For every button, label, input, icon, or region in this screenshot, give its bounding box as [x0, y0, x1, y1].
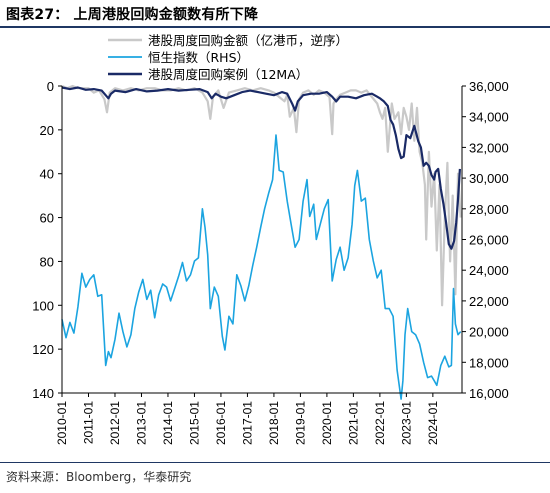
- x-tick-label: 2011-01: [81, 401, 95, 444]
- source-note: 资料来源：Bloomberg，华泰研究: [6, 470, 192, 484]
- right-tick-label: 34,000: [469, 110, 509, 125]
- legend-label-1: 港股周度回购金额（亿港币，逆序）: [148, 33, 348, 48]
- x-tick-label: 2013-01: [134, 401, 148, 445]
- left-tick-label: 120: [32, 342, 54, 357]
- title-divider: [0, 26, 550, 28]
- right-tick-label: 24,000: [469, 263, 509, 278]
- right-tick-label: 20,000: [469, 325, 509, 340]
- x-tick-label: 2017-01: [240, 401, 254, 445]
- left-tick-label: 80: [40, 254, 54, 269]
- right-tick-label: 32,000: [469, 140, 509, 155]
- right-tick-label: 36,000: [469, 79, 509, 94]
- left-tick-label: 0: [47, 79, 54, 94]
- right-tick-label: 30,000: [469, 171, 509, 186]
- left-tick-label: 20: [40, 123, 54, 138]
- footer-divider: [0, 462, 550, 463]
- left-tick-label: 40: [40, 167, 54, 182]
- series-line-3: [61, 86, 461, 250]
- left-tick-label: 60: [40, 211, 54, 226]
- right-tick-label: 28,000: [469, 202, 509, 217]
- right-tick-label: 18,000: [469, 355, 509, 370]
- right-tick-label: 22,000: [469, 294, 509, 309]
- x-tick-label: 2024-01: [426, 401, 440, 445]
- series-line-1: [61, 84, 462, 307]
- legend-label-3: 港股周度回购案例（12MA）: [148, 67, 308, 82]
- x-tick-label: 2020-01: [320, 401, 334, 445]
- x-tick-label: 2022-01: [373, 401, 387, 445]
- x-tick-label: 2014-01: [161, 401, 175, 445]
- legend: 港股周度回购金额（亿港币，逆序） 恒生指数（RHS） 港股周度回购案例（12MA）: [108, 33, 348, 82]
- legend-label-2: 恒生指数（RHS）: [148, 50, 249, 65]
- x-tick-label: 2021-01: [346, 401, 360, 445]
- right-tick-label: 26,000: [469, 233, 509, 248]
- series-line-2: [61, 134, 462, 400]
- x-tick-label: 2010-01: [55, 401, 69, 445]
- x-tick-label: 2023-01: [399, 401, 413, 445]
- figure-title: 图表27： 上周港股回购金额数有所下降: [6, 7, 259, 23]
- left-tick-label: 140: [32, 386, 54, 401]
- series-layer: [61, 84, 462, 400]
- axes-layer: 0 20 40 60 80 100 120 140 16,000 18,000 20,000 22,0…: [32, 79, 508, 445]
- x-tick-label: 2015-01: [187, 401, 201, 445]
- left-tick-label: 100: [32, 298, 54, 313]
- x-tick-label: 2019-01: [293, 401, 307, 445]
- x-tick-label: 2016-01: [214, 401, 228, 445]
- x-tick-label: 2012-01: [108, 401, 122, 445]
- right-tick-label: 16,000: [469, 386, 509, 401]
- x-tick-label: 2018-01: [267, 401, 281, 445]
